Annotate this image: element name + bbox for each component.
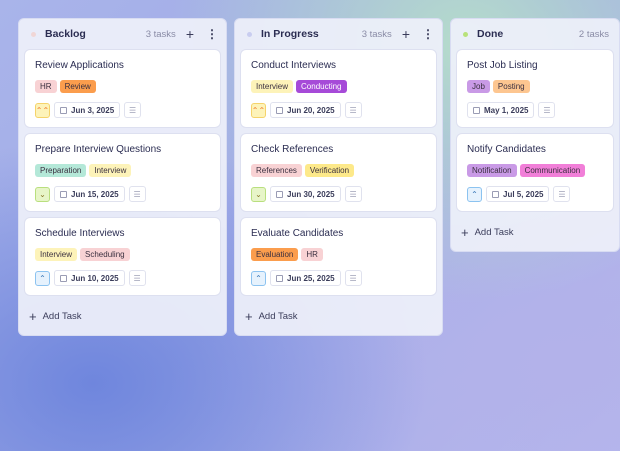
- tag: Scheduling: [80, 248, 130, 261]
- tag: Interview: [89, 164, 132, 177]
- calendar-icon: [60, 190, 67, 198]
- calendar-icon: [276, 274, 283, 282]
- tag: Evaluation: [251, 248, 299, 261]
- add-task-label: Add Task: [474, 227, 514, 238]
- task-count: 3 tasks: [145, 28, 176, 40]
- tag: Interview: [35, 248, 78, 261]
- task-title: Prepare Interview Questions: [35, 144, 162, 155]
- calendar-icon: [60, 274, 67, 282]
- task-card[interactable]: Prepare Interview Questions Preparation In…: [24, 133, 221, 212]
- priority-low-icon[interactable]: ⌄: [35, 186, 50, 202]
- column-header: In Progress 3 tasks + ⋮: [235, 19, 442, 49]
- tag: References: [251, 164, 302, 177]
- add-task-label: Add Task: [258, 311, 298, 322]
- due-date-text: Jun 30, 2025: [287, 189, 335, 199]
- due-date-text: Jun 15, 2025: [71, 189, 119, 199]
- priority-low-icon[interactable]: ⌄: [251, 186, 266, 202]
- task-title: Post Job Listing: [467, 60, 538, 71]
- description-icon[interactable]: ☰: [538, 102, 556, 118]
- task-title: Schedule Interviews: [35, 228, 125, 239]
- task-card[interactable]: Conduct Interviews Interview Conducting ⌃⌃ J…: [240, 49, 437, 128]
- due-date-text: May 1, 2025: [484, 105, 529, 115]
- due-date[interactable]: Jun 25, 2025: [270, 270, 341, 286]
- description-icon[interactable]: ☰: [128, 186, 146, 202]
- column-title: In Progress: [261, 28, 319, 40]
- due-date[interactable]: May 1, 2025: [467, 102, 535, 118]
- task-title: Conduct Interviews: [251, 60, 337, 71]
- calendar-icon: [60, 106, 67, 114]
- description-icon[interactable]: ☰: [344, 102, 362, 118]
- description-icon[interactable]: ☰: [128, 270, 146, 286]
- add-task-button[interactable]: + Add Task: [235, 301, 442, 335]
- add-task-plus-icon[interactable]: +: [401, 26, 410, 42]
- due-date-text: Jun 20, 2025: [287, 105, 335, 115]
- column-in-progress: In Progress 3 tasks + ⋮ Conduct Interviews…: [234, 18, 443, 336]
- calendar-icon: [276, 106, 283, 114]
- due-date[interactable]: Jun 15, 2025: [54, 186, 125, 202]
- description-icon[interactable]: ☰: [344, 270, 362, 286]
- task-title: Check References: [251, 144, 334, 155]
- tag: HR: [35, 80, 57, 93]
- task-title: Notify Candidates: [467, 144, 546, 155]
- add-task-button[interactable]: + Add Task: [451, 217, 619, 251]
- calendar-icon: [492, 190, 499, 198]
- tag: Interview: [251, 80, 294, 93]
- column-header: Done 2 tasks: [451, 19, 619, 49]
- column-header: Backlog 3 tasks + ⋮: [19, 19, 226, 49]
- tag: Job: [467, 80, 490, 93]
- task-card[interactable]: Evaluate Candidates Evaluation HR ⌃ Jun 25, …: [240, 217, 437, 296]
- add-task-plus-icon[interactable]: +: [185, 26, 194, 42]
- task-card[interactable]: Post Job Listing Job Posting May 1, 2025 ☰: [456, 49, 614, 128]
- add-task-label: Add Task: [42, 311, 82, 322]
- description-icon[interactable]: ☰: [344, 186, 362, 202]
- priority-urgent-icon[interactable]: ⌃⌃: [35, 102, 50, 118]
- priority-medium-icon[interactable]: ⌃: [251, 270, 266, 286]
- task-card[interactable]: Review Applications HR Review ⌃⌃ Jun 3, 2025…: [24, 49, 221, 128]
- tag: Conducting: [296, 80, 347, 93]
- due-date[interactable]: Jun 10, 2025: [54, 270, 125, 286]
- task-card[interactable]: Check References References Verification ⌄ J…: [240, 133, 437, 212]
- due-date[interactable]: Jun 30, 2025: [270, 186, 341, 202]
- priority-medium-icon[interactable]: ⌃: [467, 186, 482, 202]
- description-icon[interactable]: ☰: [124, 102, 142, 118]
- due-date-text: Jun 3, 2025: [71, 105, 115, 115]
- plus-icon: +: [461, 225, 469, 240]
- status-dot-icon: [463, 31, 468, 37]
- due-date-text: Jul 5, 2025: [503, 189, 544, 199]
- add-task-button[interactable]: + Add Task: [19, 301, 226, 335]
- task-card[interactable]: Schedule Interviews Interview Scheduling ⌃ J…: [24, 217, 221, 296]
- plus-icon: +: [29, 309, 37, 324]
- column-backlog: Backlog 3 tasks + ⋮ Review Applications HR R…: [18, 18, 227, 336]
- tag: Communication: [519, 164, 586, 177]
- tag: Preparation: [35, 164, 87, 177]
- due-date-text: Jun 25, 2025: [287, 273, 335, 283]
- calendar-icon: [473, 106, 480, 114]
- calendar-icon: [276, 190, 283, 198]
- status-dot-icon: [247, 31, 252, 37]
- priority-medium-icon[interactable]: ⌃: [35, 270, 50, 286]
- column-title: Done: [477, 28, 504, 40]
- column-title: Backlog: [45, 28, 86, 40]
- due-date[interactable]: Jul 5, 2025: [486, 186, 550, 202]
- due-date-text: Jun 10, 2025: [71, 273, 119, 283]
- priority-urgent-icon[interactable]: ⌃⌃: [251, 102, 266, 118]
- column-done: Done 2 tasks Post Job Listing Job Posting M…: [450, 18, 620, 252]
- description-icon[interactable]: ☰: [553, 186, 571, 202]
- task-count: 2 tasks: [578, 28, 609, 40]
- tag: HR: [301, 248, 323, 261]
- tag: Verification: [304, 164, 355, 177]
- plus-icon: +: [245, 309, 253, 324]
- task-count: 3 tasks: [361, 28, 392, 40]
- tag: Notification: [467, 164, 517, 177]
- tag: Posting: [492, 80, 530, 93]
- task-card[interactable]: Notify Candidates Notification Communicati…: [456, 133, 614, 212]
- tag: Review: [59, 80, 96, 93]
- task-title: Review Applications: [35, 60, 124, 71]
- status-dot-icon: [31, 31, 36, 37]
- task-title: Evaluate Candidates: [251, 228, 344, 239]
- more-options-icon[interactable]: ⋮: [206, 27, 218, 41]
- due-date[interactable]: Jun 3, 2025: [54, 102, 121, 118]
- more-options-icon[interactable]: ⋮: [422, 27, 434, 41]
- due-date[interactable]: Jun 20, 2025: [270, 102, 341, 118]
